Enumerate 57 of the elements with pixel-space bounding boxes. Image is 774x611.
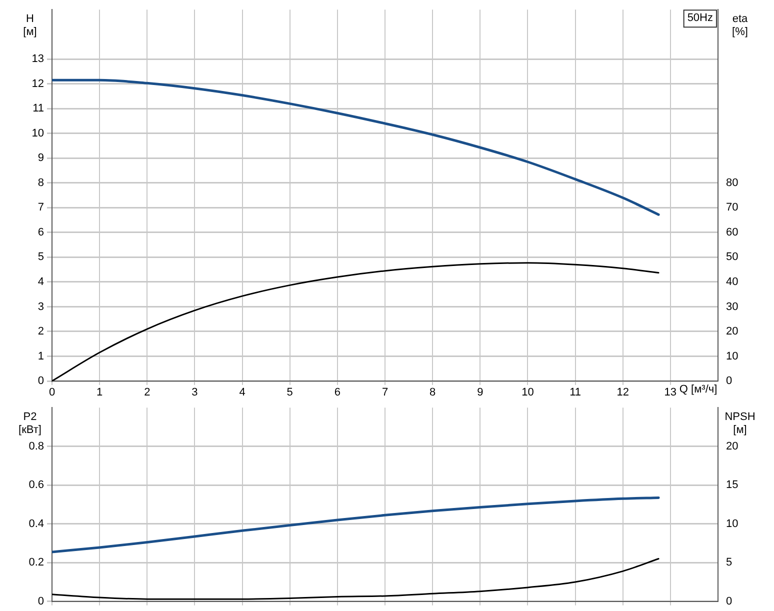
y-tick-label: 0	[38, 375, 44, 388]
y-tick-label: 0.4	[28, 518, 44, 530]
chart-title: 50Hz	[687, 12, 713, 24]
line-series	[52, 78, 660, 216]
y2-axis-title: eta [%]	[732, 13, 749, 38]
y-axis-title: P2 [кВт]	[18, 411, 42, 436]
y2-tick-label: 10	[726, 350, 738, 362]
y2-tick-label: 30	[726, 300, 738, 313]
y2-axis-title: NPSH [м]	[724, 411, 756, 436]
y-tick-label: 7	[38, 202, 44, 214]
x-tick-label: 9	[477, 386, 484, 399]
y-tick-label: 12	[32, 78, 44, 90]
y-tick-label: 8	[38, 176, 44, 189]
y2-tick-label: 70	[726, 202, 738, 214]
y2-tick-label: 20	[726, 440, 738, 452]
y2-tick-label: 10	[726, 518, 738, 530]
x-tick-label: 4	[239, 386, 246, 399]
y-tick-label: 0.8	[28, 440, 44, 452]
y-tick-label: 2	[38, 326, 44, 338]
x-tick-label: 10	[522, 386, 534, 399]
y-tick-label: 0.2	[28, 556, 44, 569]
y-tick-label: 0.6	[28, 479, 44, 492]
x-tick-label: 12	[616, 386, 629, 399]
y-tick-label: 13	[32, 53, 44, 66]
y2-tick-label: 20	[726, 326, 738, 338]
y2-tick-label: 80	[726, 176, 738, 189]
x-tick-label: 5	[286, 386, 293, 399]
x-tick-label: 13	[664, 386, 677, 399]
x-tick-label: 7	[382, 386, 388, 399]
y-tick-label: 5	[38, 251, 44, 264]
x-tick-label: 3	[192, 386, 198, 399]
x-axis-title: Q [м³/ч]	[679, 384, 718, 396]
y2-tick-label: 5	[726, 556, 732, 569]
y-tick-label: 10	[32, 127, 44, 140]
y2-tick-label: 50	[726, 251, 738, 264]
line-series	[52, 558, 660, 600]
line-series	[52, 496, 660, 554]
x-tick-label: 8	[430, 386, 436, 399]
y2-tick-label: 0	[726, 375, 732, 388]
y2-tick-label: 15	[726, 479, 738, 492]
y-tick-label: 0	[38, 595, 44, 608]
x-tick-label: 1	[96, 386, 103, 399]
x-tick-label: 0	[48, 386, 56, 399]
x-tick-label: 2	[144, 386, 150, 399]
y-axis-title: H [м]	[23, 13, 37, 38]
y-tick-label: 9	[38, 152, 44, 164]
line-series	[52, 262, 660, 381]
y2-tick-label: 60	[726, 226, 738, 238]
y-tick-label: 1	[38, 350, 44, 362]
y-tick-label: 6	[38, 226, 44, 238]
x-tick-label: 6	[334, 386, 340, 399]
y-tick-label: 11	[32, 102, 44, 115]
y-tick-label: 3	[38, 300, 44, 313]
y2-tick-label: 40	[726, 276, 738, 288]
y2-tick-label: 0	[726, 595, 732, 608]
y-tick-label: 4	[38, 276, 44, 288]
x-tick-label: 11	[570, 386, 581, 399]
